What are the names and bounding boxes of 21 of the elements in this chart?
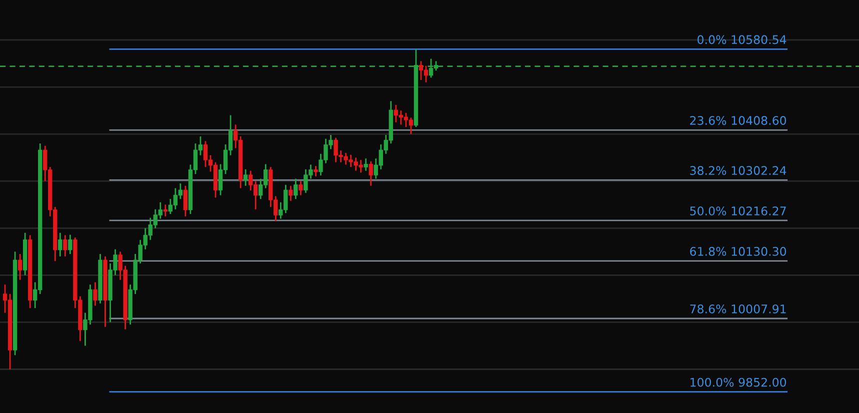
candlestick (93, 282, 98, 306)
candlestick (183, 185, 188, 218)
candlestick (364, 158, 368, 172)
candlestick (68, 234, 72, 255)
ref-line-label: 23.6% 10408.60 (690, 116, 786, 125)
candlestick (368, 160, 373, 186)
ref-line-label: 50.0% 10216.27 (690, 206, 786, 216)
ref-line-label: 38.2% 10302.24 (690, 166, 786, 175)
candlestick (18, 253, 22, 281)
candlestick (58, 232, 62, 258)
candlestick (288, 185, 293, 202)
candlestick (163, 204, 168, 218)
ref-line-label: 100.0% 9852.00 (690, 378, 786, 387)
candlestick (294, 178, 298, 200)
ref-line-label: 78.6% 10007.91 (690, 304, 786, 314)
ref-line-label: 0.0% 10580.54 (698, 35, 786, 44)
ref-line-label: 61.8% 10130.30 (690, 246, 786, 256)
candlestick (314, 165, 318, 178)
candlestick (298, 180, 303, 196)
candlestick (243, 168, 248, 186)
candlestick (63, 234, 68, 258)
